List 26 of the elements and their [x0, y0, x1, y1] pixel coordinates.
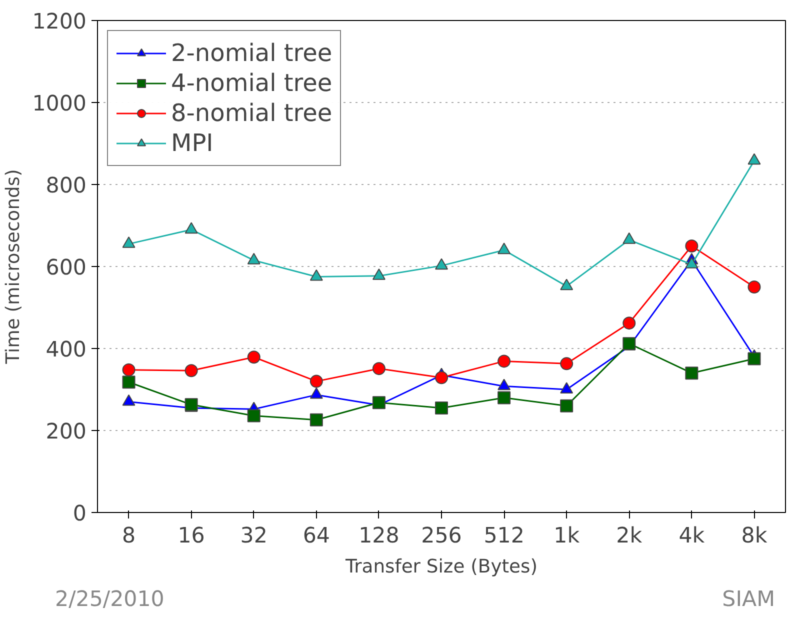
y-tick-label: 600 [46, 256, 87, 280]
x-tick-label: 1k [554, 524, 580, 548]
text: SIAM [722, 586, 775, 614]
y-axis-title: Time (microseconds) [3, 169, 24, 365]
y-tick-label: 200 [46, 420, 87, 444]
x-tick-label: 512 [484, 524, 524, 548]
legend-label: MPI [171, 129, 214, 157]
x-tick-label: 16 [178, 524, 205, 548]
x-tick-label: 2k [616, 524, 643, 548]
x-axis-title: Transfer Size (Bytes) [344, 556, 538, 578]
y-tick-label: 800 [46, 174, 87, 198]
legend-label: 4-nomial tree [171, 69, 332, 97]
y-tick-label: 0 [72, 502, 87, 526]
y-tick-label: 400 [46, 338, 87, 362]
x-tick-label: 32 [240, 524, 268, 548]
x-tick-label: 8 [122, 524, 136, 548]
x-tick-label: 4k [678, 524, 706, 548]
legend-label: 2-nomial tree [171, 39, 332, 67]
x-tick-label: 256 [421, 524, 462, 548]
y-tick-label: 1000 [32, 92, 87, 116]
y-tick-label: 1200 [32, 10, 87, 34]
x-tick-label: 64 [302, 524, 330, 548]
legend-label: 8-nomial tree [171, 99, 332, 127]
text: 2/25/2010 [55, 586, 164, 614]
x-tick-label: 8k [741, 524, 768, 548]
x-tick-label: 128 [358, 524, 400, 548]
